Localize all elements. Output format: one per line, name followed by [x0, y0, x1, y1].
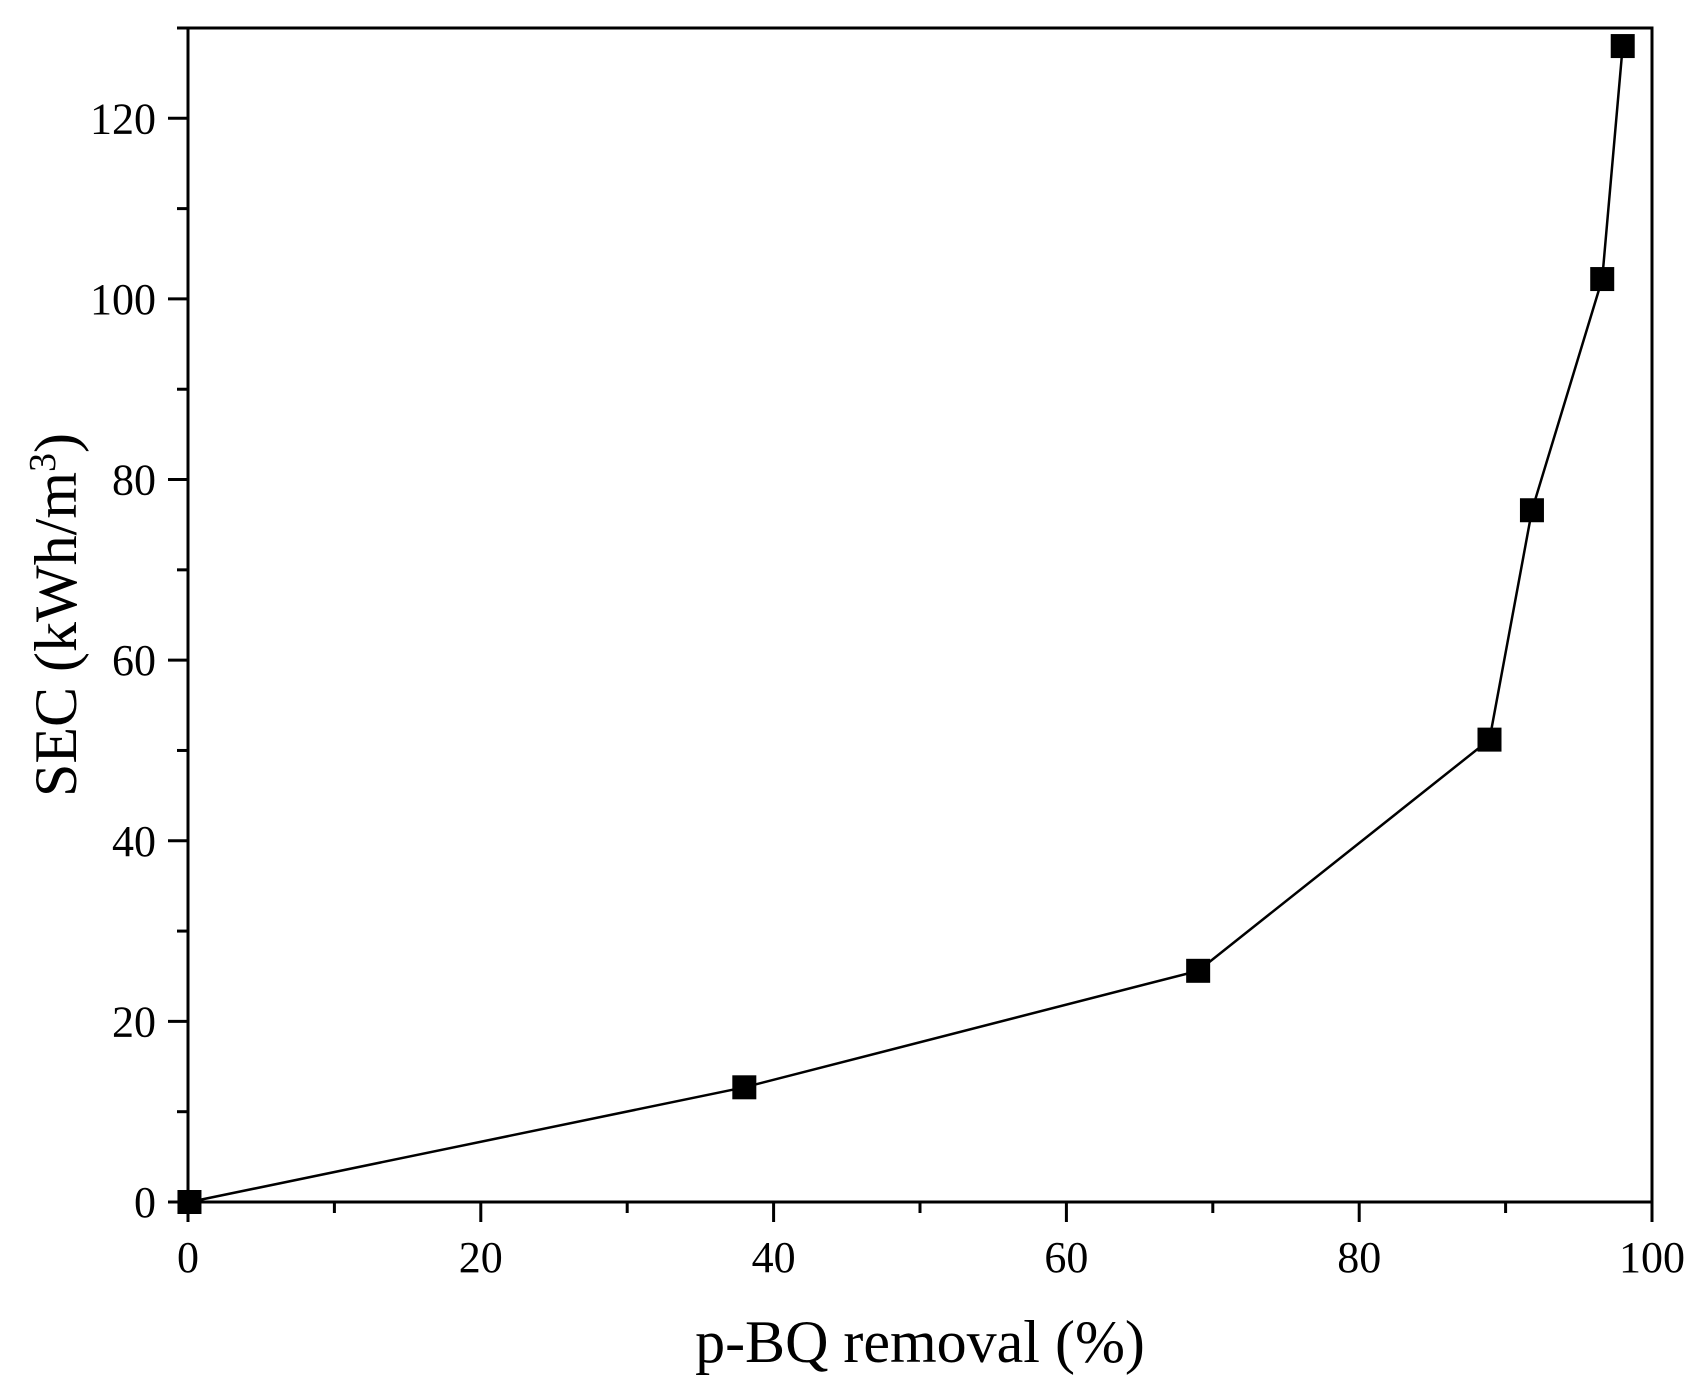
x-tick-label: 20 — [459, 1233, 503, 1282]
x-tick-label: 80 — [1337, 1233, 1381, 1282]
data-point-marker — [1590, 267, 1615, 292]
data-point-marker — [732, 1075, 757, 1100]
x-tick-label: 60 — [1044, 1233, 1088, 1282]
y-tick-label: 0 — [134, 1178, 156, 1227]
y-axis-title: SEC (kWh/m3) — [22, 433, 89, 797]
data-point-marker — [1477, 727, 1502, 752]
x-tick-label: 40 — [752, 1233, 796, 1282]
axis-ticks — [168, 26, 1654, 1222]
data-point-marker — [1186, 958, 1211, 983]
y-axis-title-close: ) — [23, 433, 89, 453]
x-axis-title: p-BQ removal (%) — [695, 1309, 1145, 1375]
data-point-marker — [1519, 498, 1544, 523]
y-tick-label: 120 — [90, 94, 156, 143]
y-tick-label: 100 — [90, 275, 156, 324]
y-axis-title-main: SEC (kWh/m — [23, 472, 89, 797]
data-point-marker — [1610, 34, 1635, 59]
x-tick-label: 0 — [177, 1233, 199, 1282]
tick-labels: 0 20 40 60 80 100 0 20 40 60 80 100 120 — [90, 94, 1685, 1282]
series-line — [189, 45, 1624, 1204]
series-layer — [177, 34, 1635, 1214]
x-tick-label: 100 — [1619, 1233, 1685, 1282]
y-tick-label: 60 — [112, 636, 156, 685]
y-tick-label: 80 — [112, 456, 156, 505]
plot-frame — [186, 26, 1654, 1204]
y-axis-title-superscript: 3 — [22, 453, 64, 472]
y-tick-label: 40 — [112, 817, 156, 866]
y-tick-label: 20 — [112, 997, 156, 1046]
